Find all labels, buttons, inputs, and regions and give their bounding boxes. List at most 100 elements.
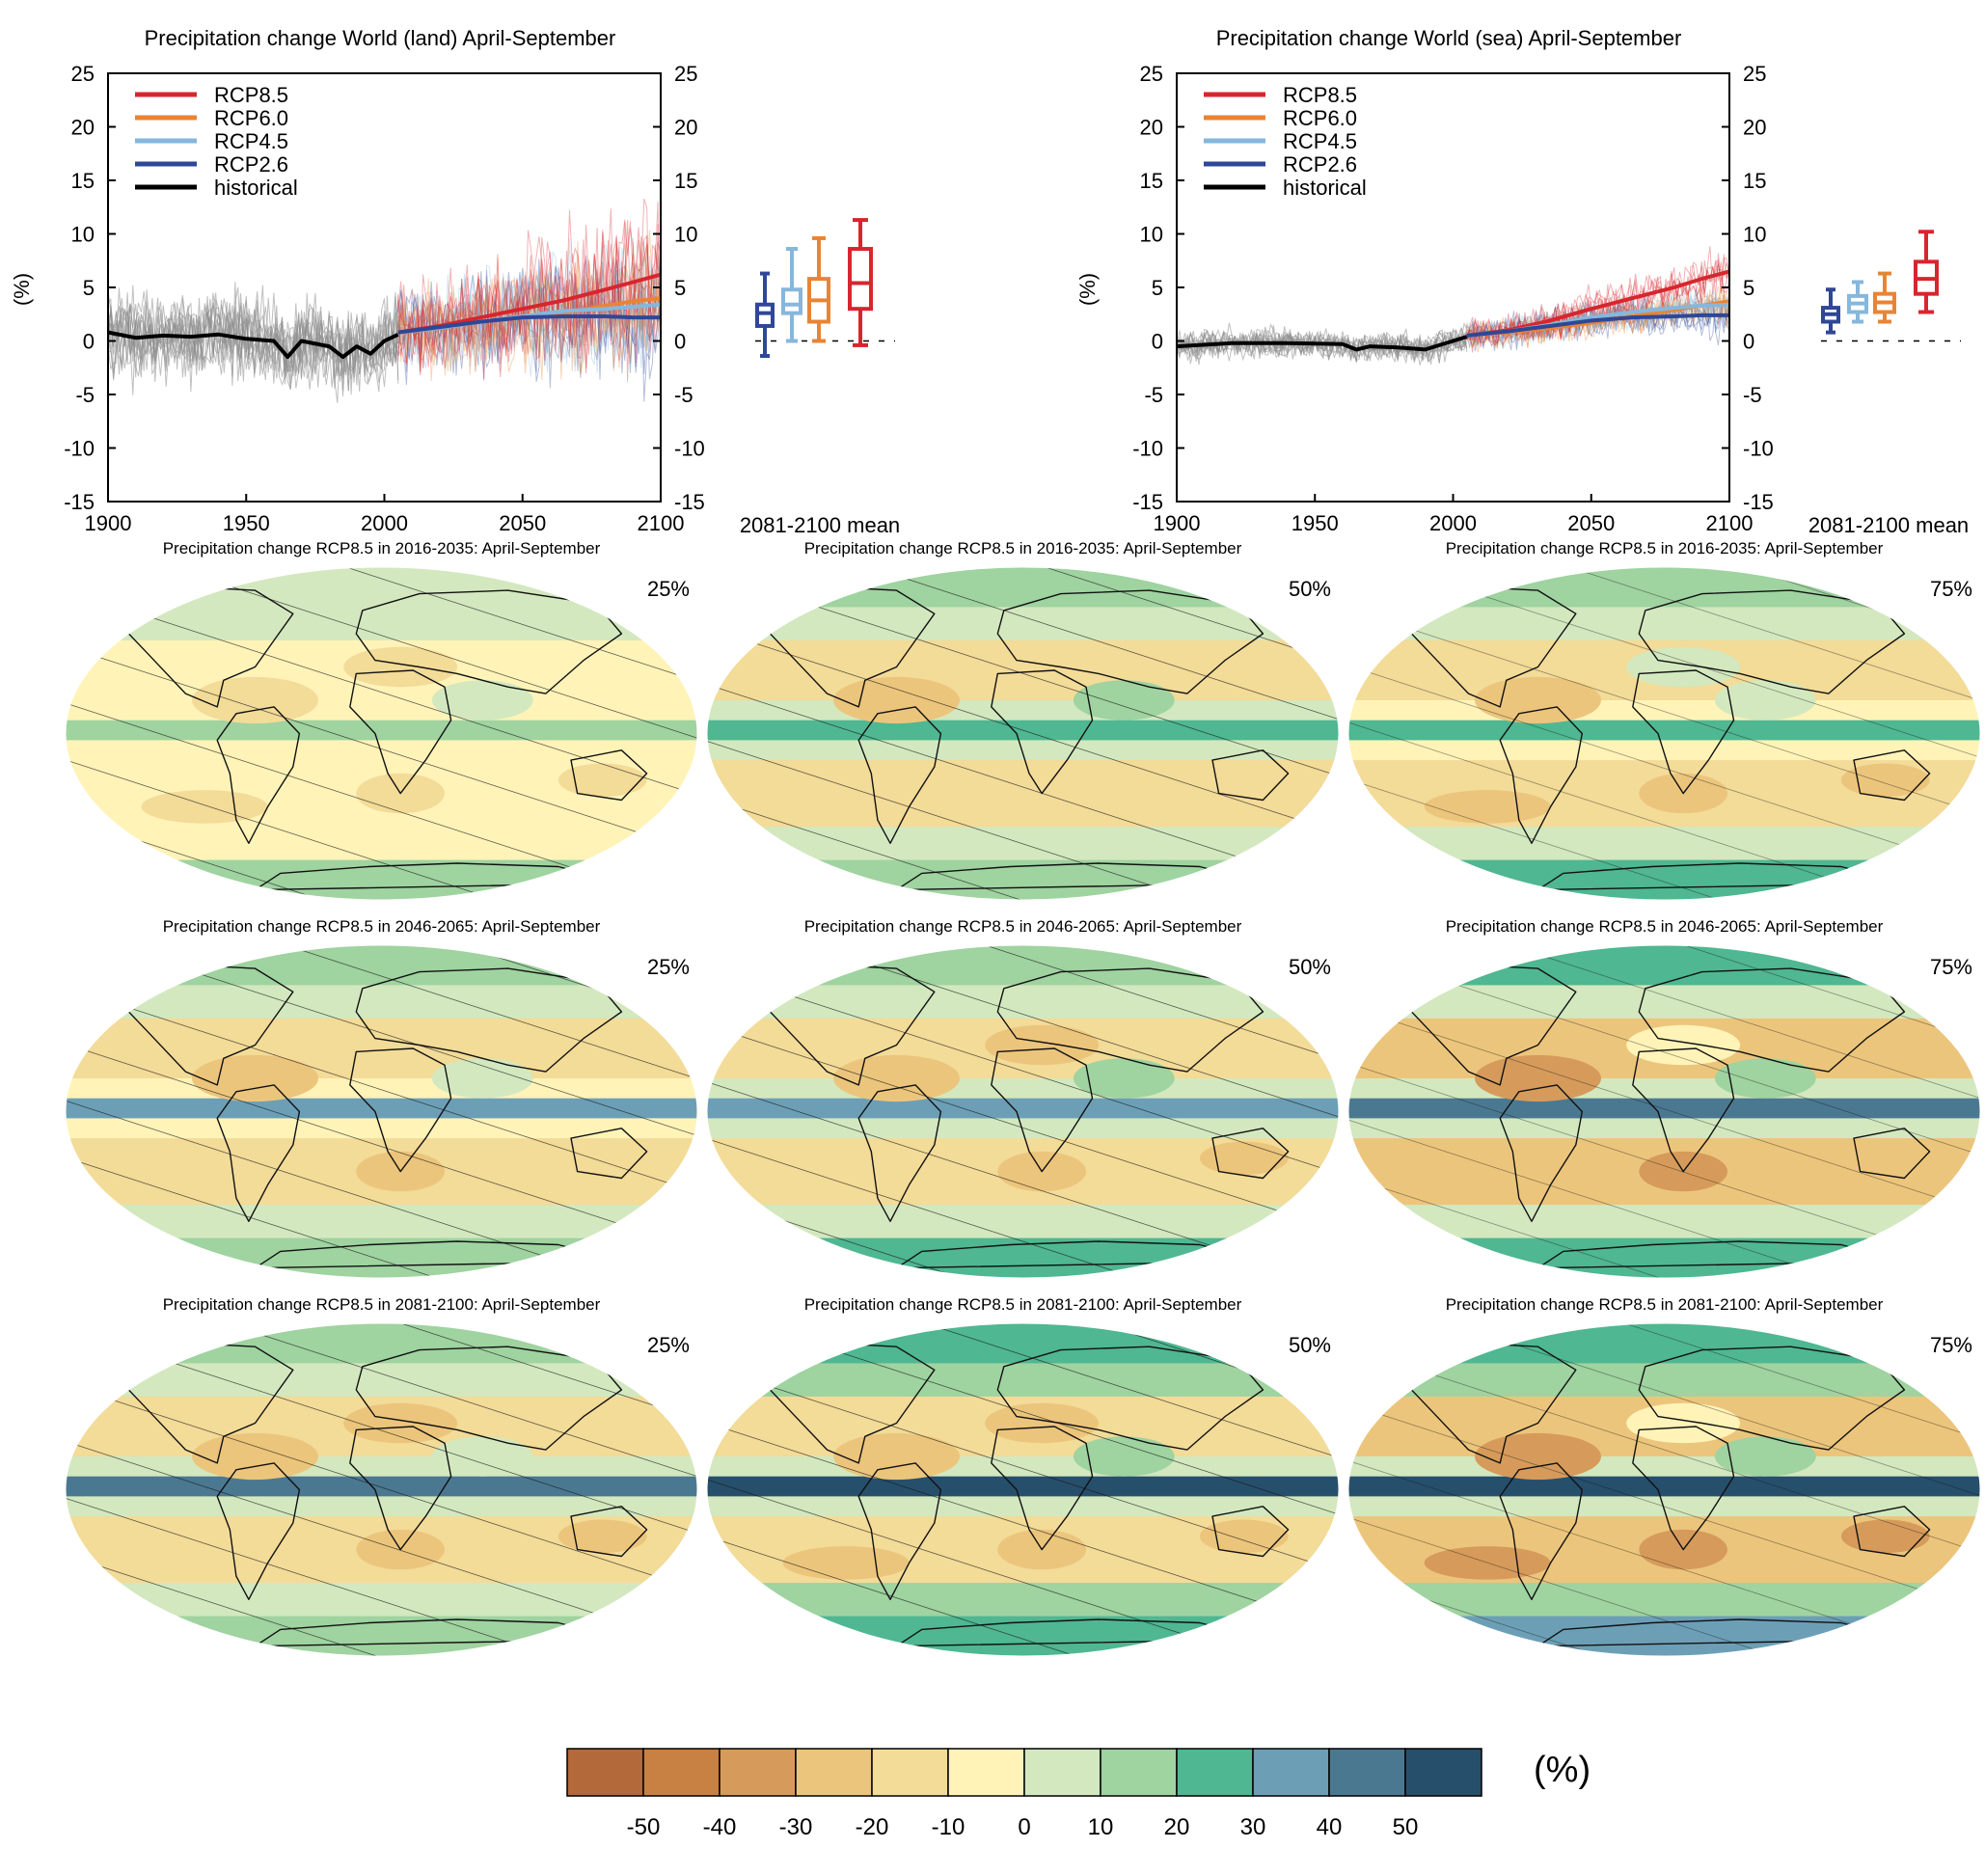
scenario-run-line <box>397 198 662 376</box>
x-tick-label: 2100 <box>1706 511 1754 535</box>
coastline <box>1632 1426 1735 1551</box>
coastline <box>1404 1342 1577 1464</box>
map-field <box>66 567 697 900</box>
scenario-run-line <box>397 209 662 381</box>
y-tick-label: -5 <box>1144 383 1163 407</box>
historical-run-line <box>1176 331 1468 366</box>
colorbar-swatch <box>642 1748 721 1797</box>
colorbar-tick-label: -20 <box>856 1814 889 1840</box>
colorbar-tick-label: 50 <box>1393 1814 1419 1840</box>
map-hatching <box>1348 1323 1980 1656</box>
boxplots <box>1821 230 1961 342</box>
y-tick-label: 15 <box>71 169 95 193</box>
map-hatching <box>66 567 697 900</box>
x-tick-label: 1900 <box>1154 511 1201 535</box>
coastline <box>1853 1506 1931 1558</box>
y-tick-label: 10 <box>1140 223 1163 247</box>
scenario-run-line <box>397 272 662 389</box>
map-title: Precipitation change RCP8.5 in 2081-2100… <box>804 1295 1242 1314</box>
y-tick-label: -10 <box>1132 437 1163 461</box>
scenario-run-line <box>397 241 662 375</box>
y-tick-label: -15 <box>1743 490 1774 514</box>
box-axis-label: 2081-2100 mean <box>1808 513 1969 537</box>
map-title: Precipitation change RCP8.5 in 2081-2100… <box>163 1295 601 1314</box>
map-outline <box>65 566 698 901</box>
y-tick-label: -5 <box>1743 383 1762 407</box>
map-title: Precipitation change RCP8.5 in 2016-2035… <box>163 539 601 557</box>
colorbar-swatch <box>947 1748 1025 1797</box>
map-title: Precipitation change RCP8.5 in 2016-2035… <box>1446 539 1884 557</box>
y-tick-label: 0 <box>1152 330 1163 354</box>
coastline <box>349 1426 452 1551</box>
map-panel: Precipitation change RCP8.5 in 2046-2065… <box>1347 917 1981 1279</box>
y-tick-label: -10 <box>1743 437 1774 461</box>
timeseries-land-ylabel: (%) <box>10 273 34 306</box>
x-tick-label: 2000 <box>1429 511 1477 535</box>
map-field <box>1348 945 1980 1278</box>
scenario-run-line <box>397 244 662 361</box>
legend-label: RCP8.5 <box>1283 83 1357 107</box>
coastline <box>1853 1128 1931 1180</box>
legend-label: RCP2.6 <box>214 152 288 177</box>
timeseries-sea-panel: Precipitation change World (sea) April-S… <box>1075 26 1969 537</box>
coastline <box>991 1047 1094 1173</box>
map-percentile-label: 50% <box>1289 955 1331 979</box>
y-tick-label: 0 <box>83 330 95 354</box>
timeseries-sea-title: Precipitation change World (sea) April-S… <box>1216 26 1682 50</box>
map-panel: Precipitation change RCP8.5 in 2016-2035… <box>1347 539 1981 901</box>
map-outline <box>1347 944 1981 1279</box>
scenario-run-line <box>1466 262 1730 348</box>
scenario-run-line <box>1466 284 1730 352</box>
coastline <box>216 1084 301 1223</box>
historical-run-line <box>107 282 399 395</box>
legend-label: RCP4.5 <box>214 129 288 153</box>
colorbar-tick-label: -30 <box>779 1814 813 1840</box>
scenario-run-line <box>397 234 662 368</box>
map-outline <box>65 1322 698 1657</box>
colorbar-swatch <box>1176 1748 1254 1797</box>
colorbar-swatch <box>1023 1748 1101 1797</box>
map-percentile-label: 25% <box>647 1333 690 1357</box>
scenario-run-line <box>397 248 662 373</box>
map-title: Precipitation change RCP8.5 in 2016-2035… <box>804 539 1242 557</box>
scenario-run-line <box>397 243 662 382</box>
legend-label: historical <box>1283 176 1367 200</box>
coastline <box>857 1084 942 1223</box>
coastline <box>1638 589 1906 694</box>
colorbar-swatches <box>566 1748 1482 1797</box>
coastline <box>1632 669 1735 795</box>
scenario-run-line <box>1466 289 1730 349</box>
map-percentile-label: 75% <box>1930 955 1972 979</box>
map-hatching <box>707 945 1339 1278</box>
scenario-run-line <box>397 262 662 376</box>
series-line-rcp26 <box>397 314 661 335</box>
y-tick-label: 25 <box>71 62 95 86</box>
map-hatching <box>1348 567 1980 900</box>
map-field <box>66 945 697 1278</box>
scenario-run-line <box>1466 253 1730 353</box>
coastline <box>857 706 942 844</box>
coastline <box>1211 1128 1290 1180</box>
legend-label: RCP4.5 <box>1283 129 1357 153</box>
coastline <box>355 1346 623 1451</box>
y-tick-label: 15 <box>674 169 697 193</box>
map-field <box>66 1323 697 1656</box>
scenario-run-line <box>397 220 662 374</box>
y-tick-label: 5 <box>1152 276 1163 300</box>
legend-label: RCP6.0 <box>214 106 288 130</box>
coastline <box>1853 749 1931 802</box>
map-outline <box>1347 1322 1981 1657</box>
coastline <box>355 589 623 694</box>
coastline <box>355 967 623 1073</box>
scenario-run-line <box>1466 302 1730 348</box>
boxplots <box>755 218 895 359</box>
y-tick-label: 25 <box>1743 62 1766 86</box>
coastline <box>996 589 1264 694</box>
model-runs <box>1176 245 1730 366</box>
y-tick-label: 15 <box>1743 169 1766 193</box>
y-tick-label: -10 <box>674 437 705 461</box>
y-tick-label: -5 <box>674 383 693 407</box>
y-tick-label: 5 <box>83 276 95 300</box>
coastline <box>349 1047 452 1173</box>
